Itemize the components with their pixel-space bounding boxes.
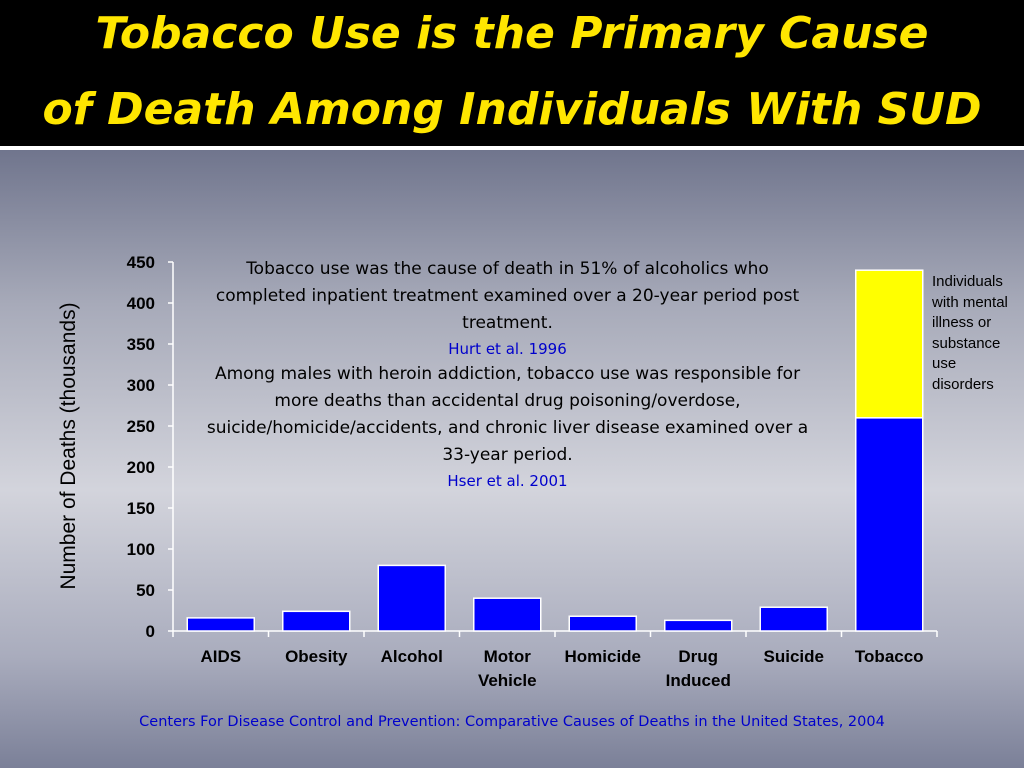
annotation-text-2: Among males with heroin addiction, tobac… — [206, 364, 809, 465]
bar-homicide — [568, 615, 637, 632]
bar-obesity — [282, 610, 351, 632]
y-tick-label: 300 — [127, 376, 155, 395]
bar-alcohol — [377, 564, 446, 632]
annotation-citation-1: Hurt et al. 1996 — [448, 340, 567, 358]
annotation-text-1: Tobacco use was the cause of death in 51… — [215, 259, 800, 333]
x-category-label: Alcohol — [381, 647, 443, 666]
x-category-label: Tobacco — [855, 647, 924, 666]
x-category-label: Suicide — [764, 647, 824, 666]
x-category-label: AIDS — [200, 647, 241, 666]
y-tick-label: 50 — [136, 581, 155, 600]
y-tick-label: 150 — [127, 499, 155, 518]
x-category-label: Obesity — [285, 647, 348, 666]
bar-drug-induced — [664, 619, 733, 632]
legend-note: Individuals with mental illness or subst… — [932, 273, 1008, 393]
source-citation: Centers For Disease Control and Preventi… — [139, 714, 885, 730]
annotation-citation-2: Hser et al. 2001 — [447, 472, 568, 490]
y-axis-title: Number of Deaths (thousands) — [57, 302, 80, 589]
title-divider — [0, 146, 1024, 150]
x-category-label: Homicide — [564, 647, 641, 666]
slide-title-line-2: of Death Among Individuals With SUD — [42, 84, 982, 135]
bar-aids — [186, 617, 255, 632]
bar-tobacco — [855, 417, 924, 632]
y-tick-label: 250 — [127, 417, 155, 436]
y-tick-label: 450 — [127, 253, 155, 272]
y-tick-label: 0 — [146, 622, 155, 641]
y-tick-label: 350 — [127, 335, 155, 354]
chart-bars — [186, 269, 924, 632]
slide-title-line-1: Tobacco Use is the Primary Cause — [95, 8, 929, 59]
y-tick-label: 100 — [127, 540, 155, 559]
chart-annotation: Tobacco use was the cause of death in 51… — [200, 256, 815, 493]
title-bar: Tobacco Use is the Primary Cause of Deat… — [0, 0, 1024, 150]
bar-suicide — [759, 606, 828, 632]
slide-body — [0, 150, 1024, 768]
bar-tobacco-segment-1 — [855, 269, 924, 419]
y-tick-label: 400 — [127, 294, 155, 313]
chart-labels: 0 50 100 150 200 250 300 350 400 450 AIDS Obesity Al… — [57, 253, 924, 690]
y-tick-label: 200 — [127, 458, 155, 477]
x-category-label: Motor Vehicle — [478, 647, 537, 690]
x-category-label: Drug Induced — [666, 647, 731, 690]
bar-motor-vehicle — [473, 597, 542, 632]
